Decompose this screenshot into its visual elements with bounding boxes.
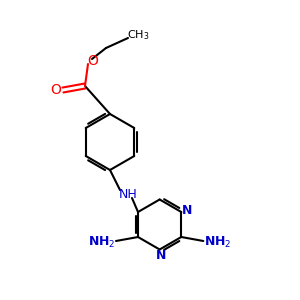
Text: N: N — [182, 205, 193, 218]
Text: O: O — [51, 83, 62, 97]
Text: CH$_3$: CH$_3$ — [127, 28, 149, 42]
Text: NH$_2$: NH$_2$ — [204, 235, 231, 250]
Text: N: N — [155, 249, 166, 262]
Text: NH$_2$: NH$_2$ — [88, 235, 116, 250]
Text: NH: NH — [118, 188, 137, 200]
Text: O: O — [88, 54, 98, 68]
